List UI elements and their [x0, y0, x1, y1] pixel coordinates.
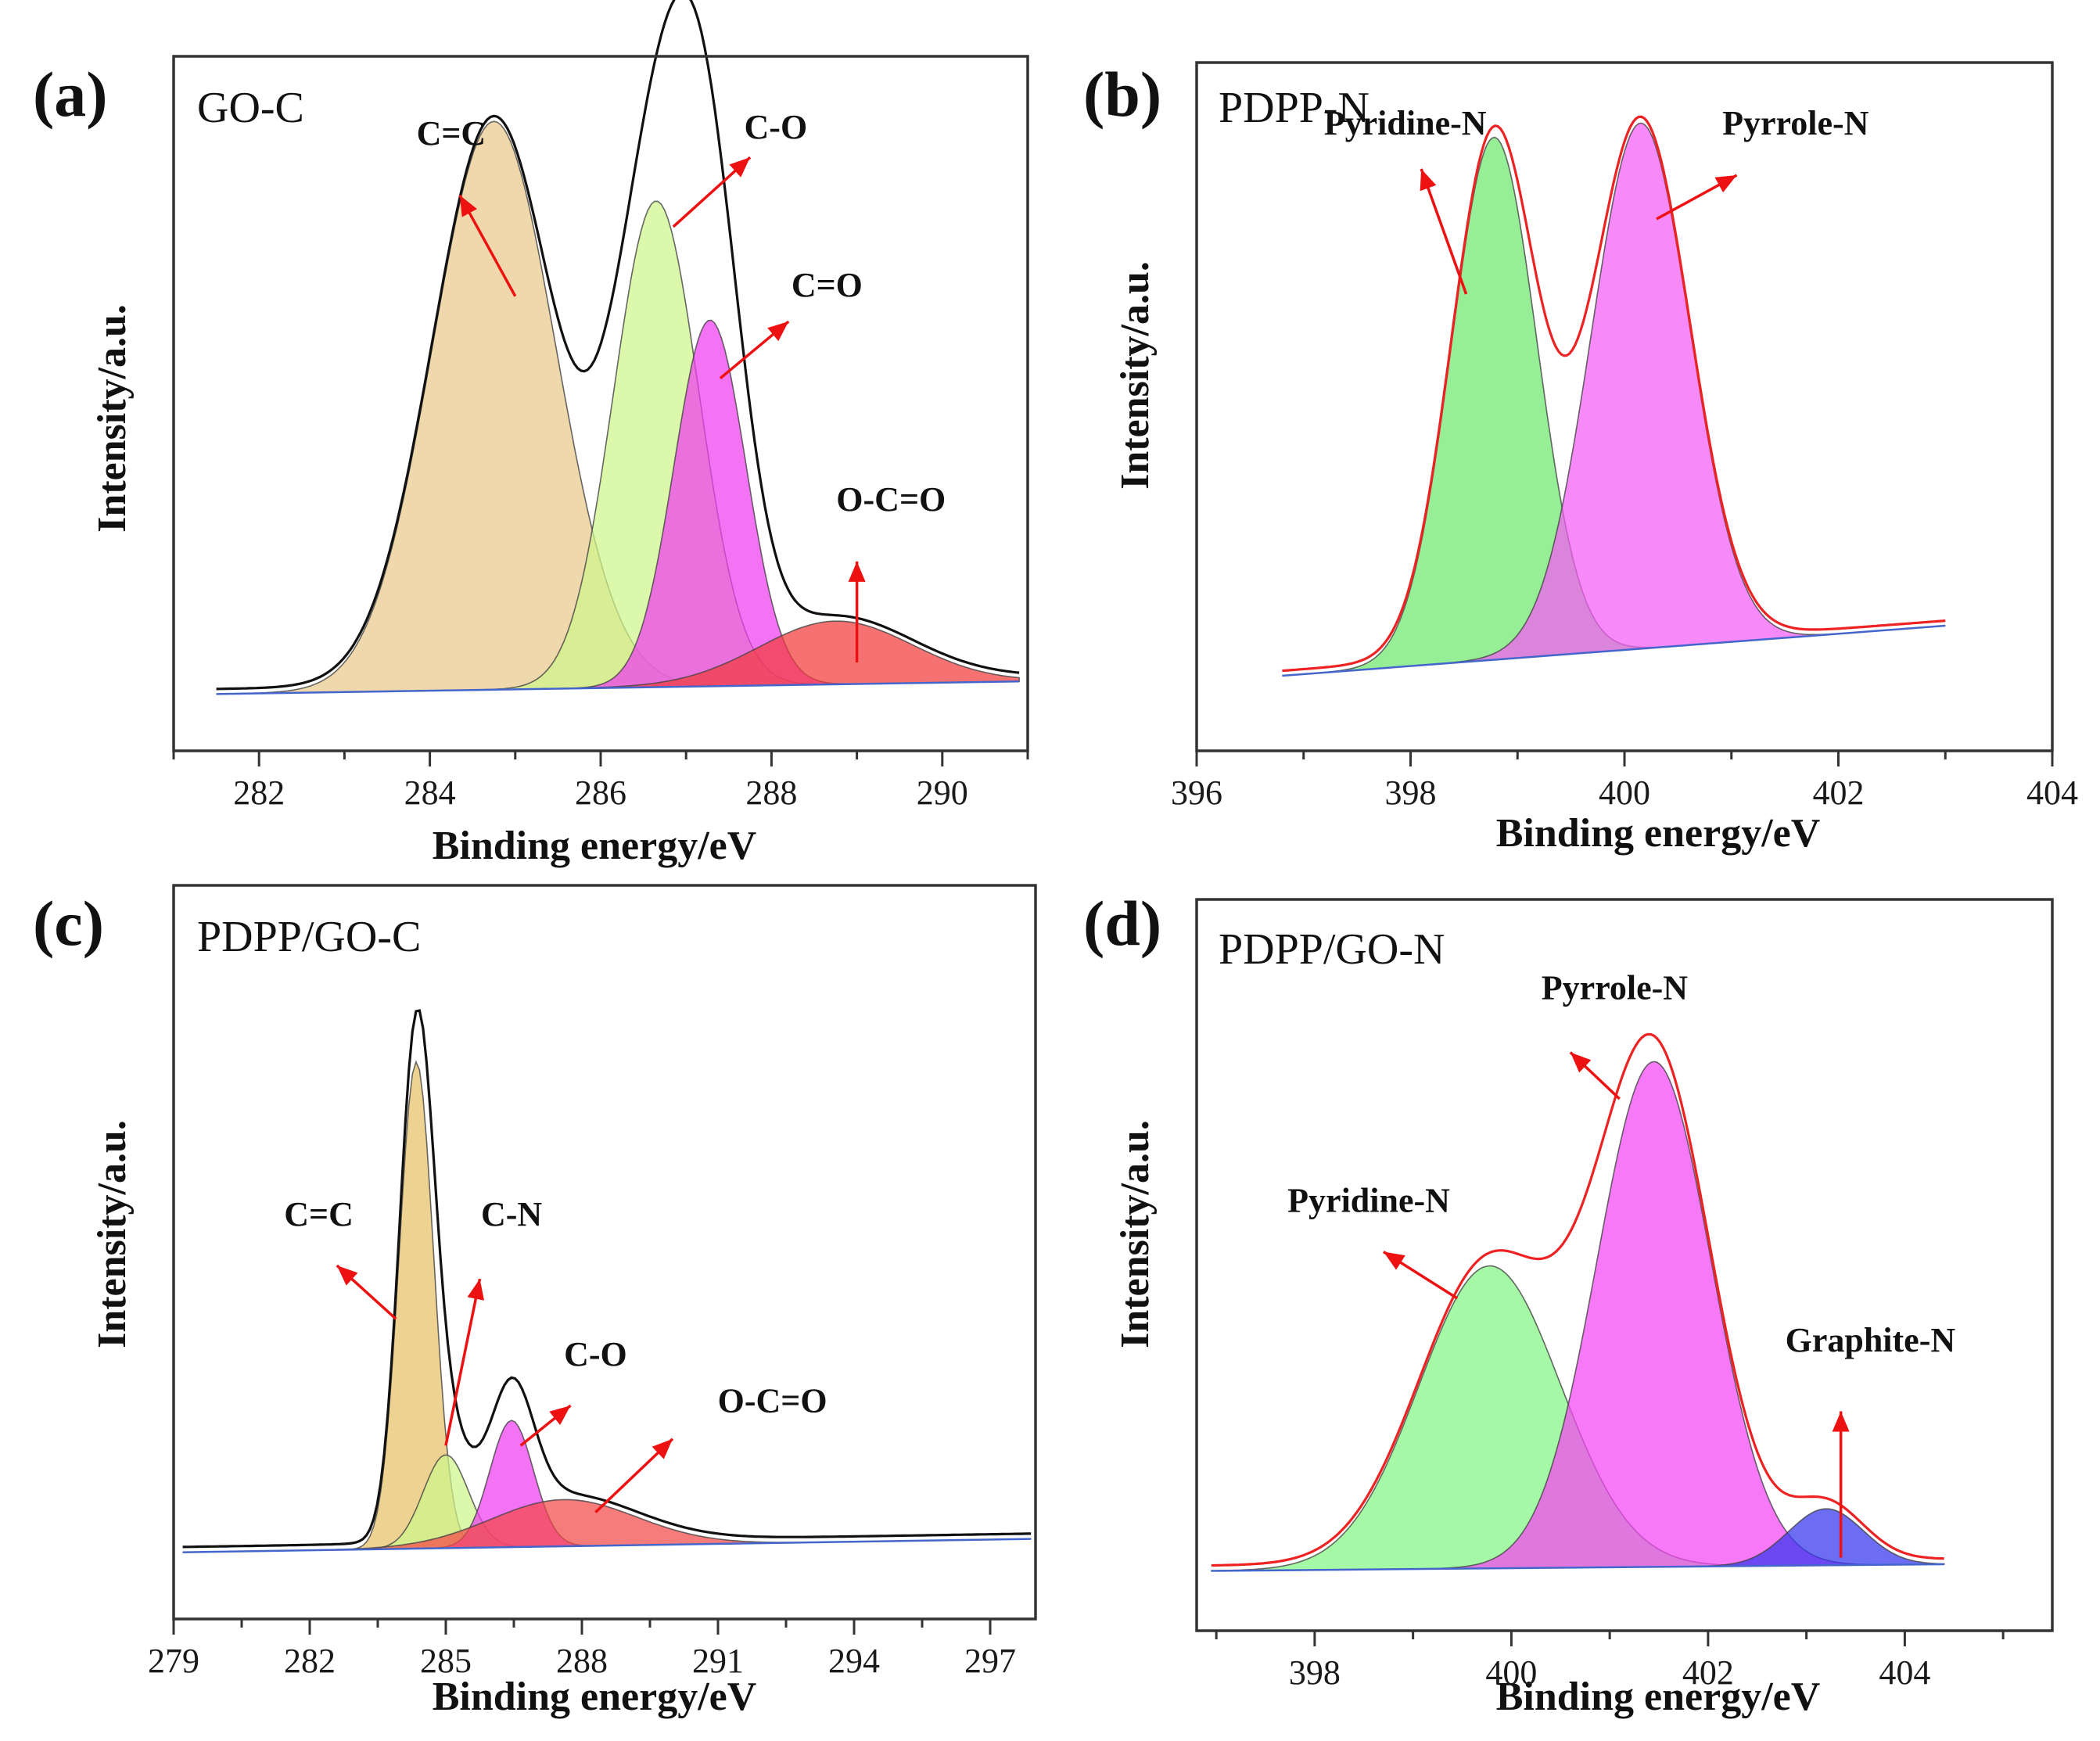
arrow-head-pyridine-n-d [1383, 1251, 1405, 1270]
peak-label-pyrrole-n-b: Pyrrole-N [1722, 104, 1869, 142]
peak-label-c-eq-o-a: C=O [792, 266, 863, 304]
arrow-head-c-eq-c-a [459, 195, 477, 217]
arrow-head-graphite-n-d [1832, 1411, 1850, 1432]
envelope-curve-d [1211, 1032, 1944, 1567]
x-tick-label-a: 284 [404, 774, 456, 812]
peak-label-pyrrole-n-d: Pyrrole-N [1542, 969, 1689, 1007]
peak-label-o-c-eq-o-c: O-C=O [718, 1382, 827, 1420]
x-tick-label-b: 402 [1813, 774, 1865, 812]
x-tick-label-b: 404 [2026, 774, 2078, 812]
y-axis-label-d: Intensity/a.u. [1113, 1120, 1158, 1348]
x-tick-label-c: 288 [556, 1642, 608, 1680]
sample-title-b: PDPP-N [1219, 84, 1369, 132]
x-tick-label-a: 286 [575, 774, 626, 812]
arrow-head-pyridine-n-b [1420, 169, 1437, 192]
panel-letter-b: (b) [1083, 59, 1161, 130]
arrow-head-c-n-c [467, 1279, 485, 1301]
x-tick-label-a: 288 [745, 774, 797, 812]
arrow-head-o-c-eq-o-a [848, 561, 866, 582]
x-tick-label-d: 404 [1879, 1653, 1930, 1692]
x-axis-label-b: Binding energy/eV [1496, 811, 1821, 856]
peak-label-pyridine-n-d: Pyridine-N [1287, 1182, 1450, 1220]
panel-d: (d) PDPP/GO-N Binding energy/eV Intensit… [1083, 888, 2054, 1719]
arrow-head-c-eq-c-c [336, 1265, 358, 1286]
peak-label-c-n-c: C-N [481, 1195, 542, 1233]
sample-title-d: PDPP/GO-N [1219, 925, 1445, 974]
envelope-curve-a [216, 0, 1020, 691]
x-tick-label-c: 294 [828, 1642, 880, 1680]
x-axis-label-d: Binding energy/eV [1496, 1675, 1821, 1719]
arrow-head-pyrrole-n-d [1570, 1052, 1592, 1073]
peak-label-c-o-a: C-O [745, 108, 808, 146]
arrow-head-c-o-a [729, 157, 751, 178]
peak-c-eq-c-c [182, 1060, 1032, 1553]
panel-c: (c) PDPP/GO-C Binding energy/eV Intensit… [33, 884, 1037, 1719]
x-tick-label-d: 400 [1485, 1653, 1537, 1692]
peak-label-c-eq-c-a: C=C [417, 114, 486, 153]
x-tick-label-a: 290 [917, 774, 968, 812]
x-tick-label-a: 282 [233, 774, 285, 812]
x-axis-label-a: Binding energy/eV [433, 824, 757, 868]
panel-b: (b) PDPP-N Binding energy/eV Intensity/a… [1083, 59, 2078, 856]
sample-title-c: PDPP/GO-C [197, 913, 421, 961]
baseline-a [216, 680, 1020, 695]
arrow-head-c-eq-o-a [767, 321, 789, 342]
panel-a: (a) GO-C Binding energy/eV Intensity/a.u… [33, 0, 1029, 868]
y-axis-label-c: Intensity/a.u. [90, 1120, 135, 1348]
x-tick-label-d: 398 [1289, 1653, 1341, 1692]
y-axis-label-a: Intensity/a.u. [90, 304, 135, 533]
x-axis-label-c: Binding energy/eV [433, 1675, 757, 1719]
x-tick-label-d: 402 [1682, 1653, 1734, 1692]
peak-pyrrole-n-d [1211, 1061, 1944, 1572]
sample-title-a: GO-C [197, 84, 304, 132]
x-tick-label-b: 396 [1171, 774, 1222, 812]
panel-letter-c: (c) [33, 888, 104, 959]
y-axis-label-b: Intensity/a.u. [1113, 261, 1158, 490]
peak-pyrrole-n-b [1282, 122, 1946, 677]
peak-label-o-c-eq-o-a: O-C=O [836, 480, 946, 519]
envelope-curve-c [182, 1009, 1032, 1549]
baseline-d [1211, 1563, 1944, 1572]
arrow-head-c-o-c [549, 1405, 571, 1425]
x-tick-label-c: 282 [284, 1642, 336, 1680]
arrow-head-o-c-eq-o-c [652, 1438, 673, 1459]
baseline-b [1282, 624, 1946, 677]
x-tick-label-c: 279 [148, 1642, 199, 1680]
x-tick-label-c: 285 [420, 1642, 472, 1680]
peak-label-graphite-n-d: Graphite-N [1786, 1321, 1956, 1359]
baseline-c [182, 1538, 1032, 1553]
arrow-c-n-c [444, 1278, 482, 1446]
peak-label-pyridine-n-b: Pyridine-N [1324, 104, 1487, 142]
x-tick-label-c: 291 [692, 1642, 744, 1680]
arrow-pyridine-n-b [1420, 168, 1468, 295]
x-tick-label-b: 400 [1599, 774, 1650, 812]
plot-frame-c [172, 884, 1037, 1621]
peak-label-c-o-c: C-O [564, 1335, 627, 1373]
x-tick-label-b: 398 [1385, 774, 1437, 812]
plot-frame-d [1195, 898, 2054, 1632]
panel-letter-d: (d) [1083, 888, 1161, 959]
panel-letter-a: (a) [33, 59, 108, 130]
envelope-curve-b [1282, 115, 1946, 673]
peak-label-c-eq-c-c: C=C [284, 1195, 354, 1233]
x-tick-label-c: 297 [964, 1642, 1016, 1680]
arrow-head-pyrrole-n-b [1714, 175, 1737, 193]
